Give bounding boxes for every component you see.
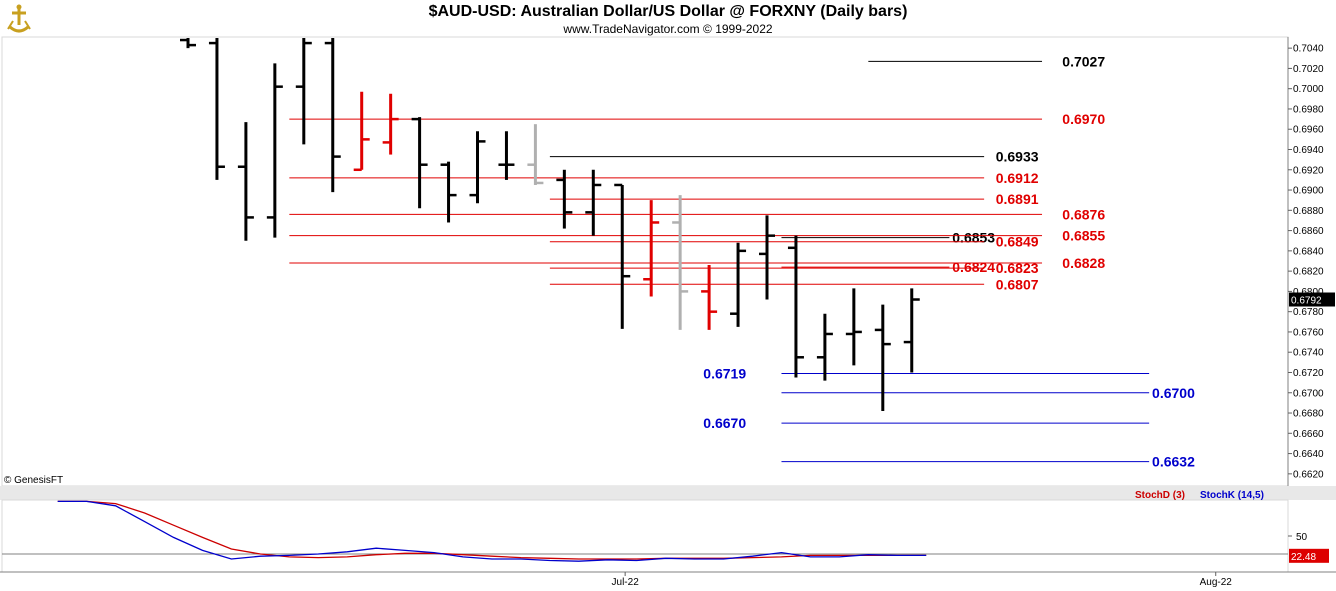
- x-axis: Jul-22 Aug-22: [0, 571, 1336, 588]
- ohlc-bar: [353, 91, 370, 172]
- stoch-last-box: [1289, 548, 1329, 563]
- stoch-k-line: [57, 500, 927, 562]
- ohlc-bar: [874, 304, 891, 411]
- price-tick-label: 0.7020: [1293, 64, 1324, 75]
- price-tick-label: 0.6960: [1293, 125, 1324, 136]
- chart-subtitle: www.TradeNavigator.com © 1999-2022: [563, 22, 773, 36]
- stoch-k-legend: StochK (14,5): [1200, 490, 1264, 501]
- ohlc-bar: [672, 195, 689, 330]
- ohlc-bar: [787, 235, 804, 378]
- price-tick-label: 0.6720: [1293, 368, 1324, 379]
- price-tick-label: 0.6900: [1293, 186, 1324, 197]
- ohlc-bar: [527, 124, 544, 185]
- ohlc-bar: [643, 200, 660, 297]
- price-tick-label: 0.6920: [1293, 165, 1324, 176]
- level-label: 0.6933: [996, 149, 1039, 165]
- price-tick-label: 0.6700: [1293, 388, 1324, 399]
- level-label: 0.6891: [996, 191, 1039, 207]
- ohlc-bars: [180, 38, 920, 411]
- last-price-box: [1289, 292, 1335, 307]
- trade-navigator-logo-icon: [7, 4, 31, 33]
- stoch-tick-label: 50: [1296, 532, 1308, 543]
- ohlc-bar: [295, 38, 312, 145]
- ohlc-bar: [440, 161, 457, 223]
- level-label: 0.6670: [703, 415, 746, 431]
- price-tick-label: 0.6940: [1293, 145, 1324, 156]
- stoch-d-line: [57, 500, 927, 560]
- ohlc-bar: [759, 215, 775, 300]
- level-label: 0.6855: [1062, 228, 1105, 244]
- ohlc-bar: [208, 38, 225, 180]
- price-tick-label: 0.6680: [1293, 409, 1324, 420]
- price-tick-label: 0.6640: [1293, 449, 1324, 460]
- level-label: 0.6853: [952, 230, 995, 246]
- ohlc-bar: [411, 117, 428, 209]
- ohlc-bar: [382, 93, 399, 155]
- stochastic-panel: 50 StochD (3) StochK (14,5) 22.48: [1, 490, 1329, 573]
- ohlc-bar: [556, 169, 573, 229]
- level-label: 0.6970: [1062, 111, 1105, 127]
- level-label: 0.7027: [1062, 53, 1105, 69]
- chart-title: $AUD-USD: Australian Dollar/US Dollar @ …: [428, 3, 908, 20]
- ohlc-bar: [701, 265, 718, 330]
- ohlc-bar: [845, 288, 862, 366]
- ohlc-bar: [266, 63, 283, 238]
- ohlc-bar: [903, 288, 920, 373]
- price-tick-label: 0.6620: [1293, 469, 1324, 480]
- price-tick-label: 0.6740: [1293, 348, 1324, 359]
- price-tick-label: 0.7040: [1293, 44, 1324, 55]
- price-panel-frame: [0, 36, 1336, 572]
- ohlc-bar: [469, 131, 486, 204]
- ohlc-bar: [324, 38, 341, 193]
- price-tick-label: 0.6760: [1293, 327, 1324, 338]
- price-tick-label: 0.6820: [1293, 267, 1324, 278]
- panel-separator: [0, 486, 1336, 500]
- ohlc-bar: [180, 38, 196, 49]
- copyright-label: © GenesisFT: [4, 475, 64, 486]
- price-tick-label: 0.6800: [1293, 287, 1324, 298]
- level-label: 0.6700: [1152, 385, 1195, 401]
- ohlc-bar: [237, 122, 254, 241]
- price-tick-label: 0.6780: [1293, 307, 1324, 318]
- stoch-panel-border: [1, 499, 1289, 573]
- level-lines: 0.7027 0.6970 0.6933 0.6912 0.6891 0.6876 0.68…: [289, 53, 1195, 470]
- x-tick-label: Aug-22: [1200, 577, 1233, 588]
- level-label: 0.6824: [952, 259, 995, 275]
- ohlc-bar: [730, 242, 747, 327]
- price-tick-label: 0.6840: [1293, 246, 1324, 257]
- last-price-label: 0.6792: [1291, 296, 1322, 307]
- price-axis-ticks: 0.7040 0.7020 0.7000 0.6980 0.6960 0.6940 0.69…: [1288, 44, 1335, 480]
- level-label: 0.6849: [996, 234, 1039, 250]
- price-tick-label: 0.7000: [1293, 84, 1324, 95]
- stoch-last-label: 22.48: [1291, 552, 1316, 563]
- price-tick-label: 0.6980: [1293, 104, 1324, 115]
- level-label: 0.6876: [1062, 206, 1105, 222]
- ohlc-bar: [816, 313, 833, 381]
- ohlc-bar: [614, 183, 631, 329]
- stoch-d-legend: StochD (3): [1135, 490, 1185, 501]
- price-tick-label: 0.6860: [1293, 226, 1324, 237]
- level-label: 0.6719: [703, 365, 746, 381]
- level-label: 0.6828: [1062, 255, 1105, 271]
- price-tick-label: 0.6660: [1293, 429, 1324, 440]
- ohlc-bar: [585, 169, 602, 236]
- level-label: 0.6632: [1152, 454, 1195, 470]
- level-label: 0.6807: [996, 276, 1039, 292]
- level-label: 0.6823: [996, 260, 1039, 276]
- x-tick-label: Jul-22: [612, 577, 640, 588]
- ohlc-bar: [498, 131, 515, 180]
- level-label: 0.6912: [996, 170, 1039, 186]
- price-tick-label: 0.6880: [1293, 206, 1324, 217]
